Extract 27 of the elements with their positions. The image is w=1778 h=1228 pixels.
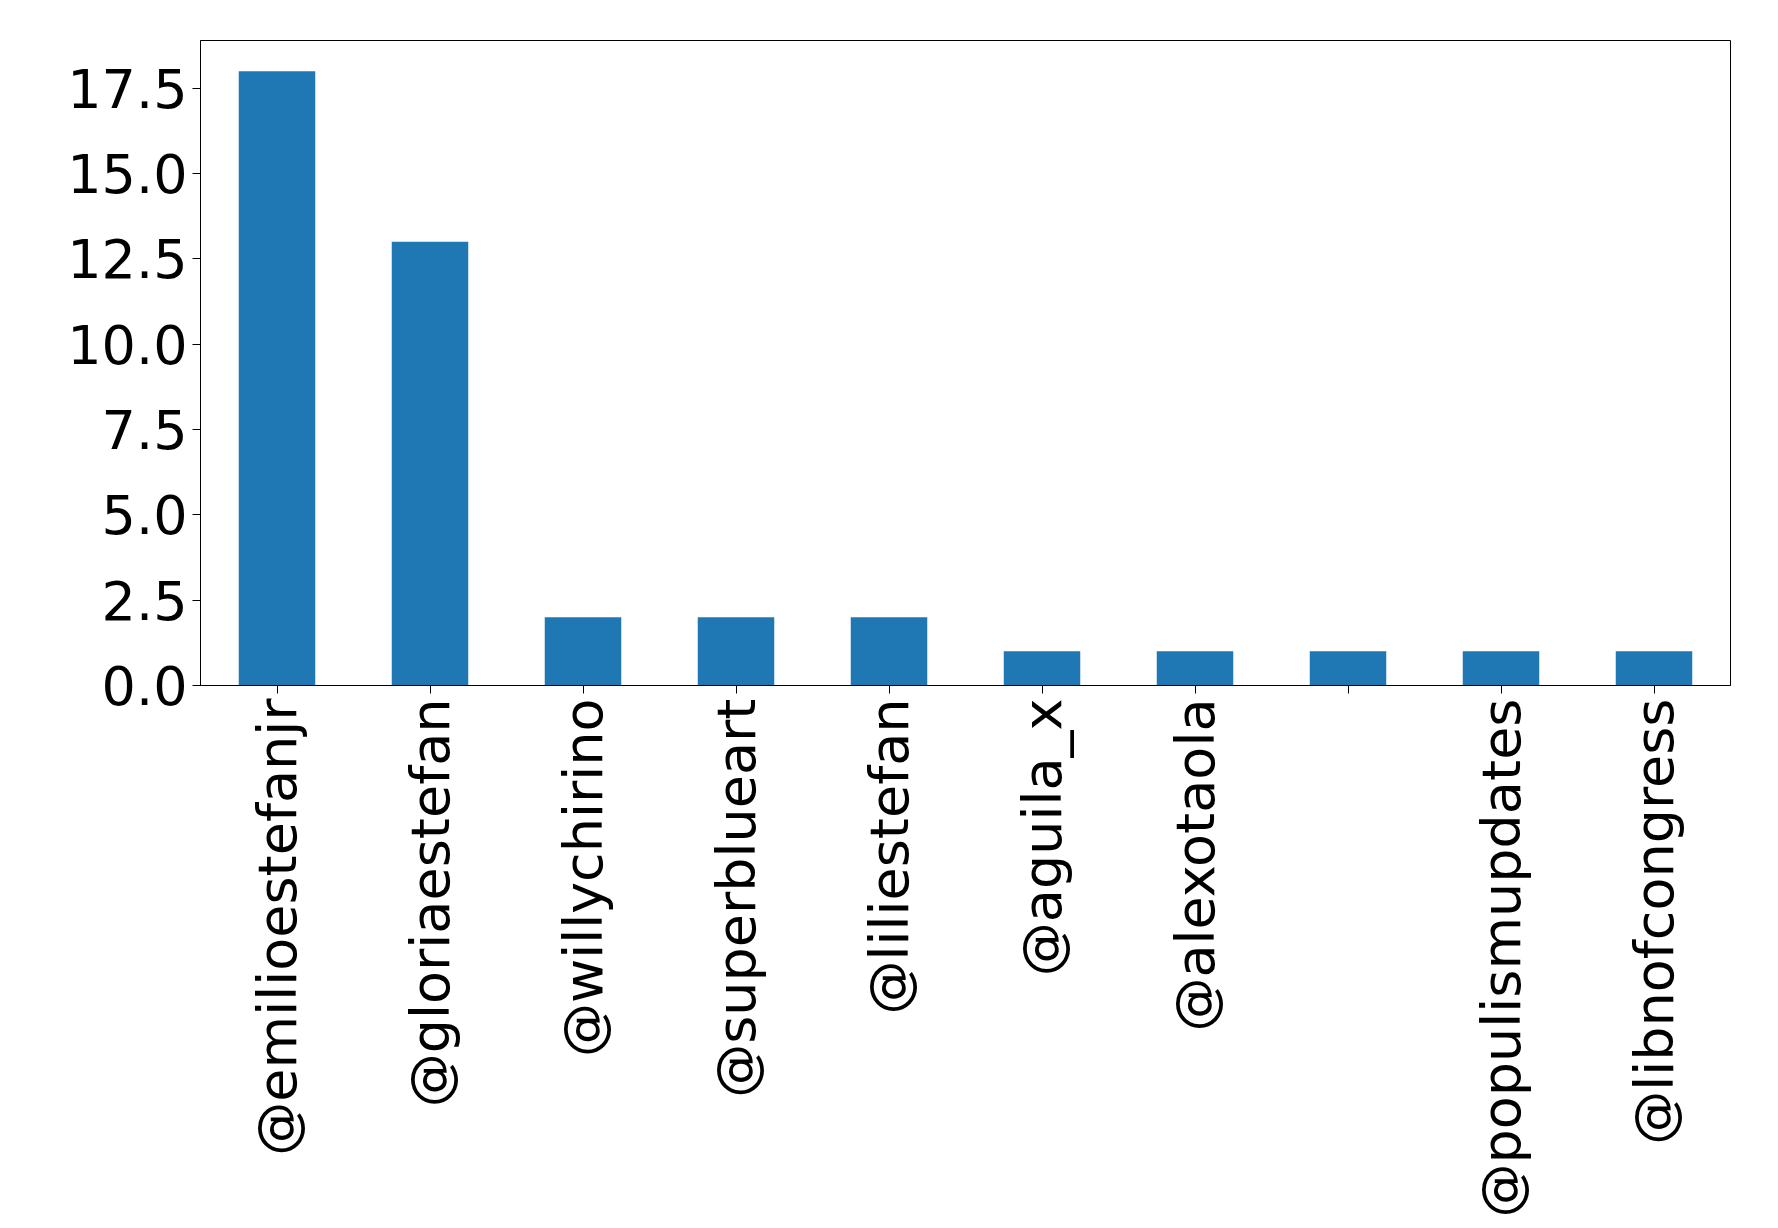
bar [1003, 651, 1081, 686]
bar [1156, 651, 1234, 686]
bar [391, 241, 469, 686]
bar [1309, 651, 1387, 686]
y-tick-label: 2.5 [101, 569, 188, 633]
y-tick-label: 0.0 [101, 655, 188, 718]
bar [850, 617, 928, 686]
x-tick-label: @willychirino [551, 698, 615, 1058]
bar [238, 71, 316, 686]
y-tick-label: 7.5 [101, 399, 188, 463]
y-tick-label: 15.0 [67, 143, 188, 207]
y-tick-label: 5.0 [101, 484, 188, 548]
x-tick-label: @superblueart [704, 698, 768, 1098]
x-tick-label: @emilioestefanjr [245, 697, 309, 1156]
x-tick-label: @liliestefan [857, 698, 921, 1015]
bar [544, 617, 622, 686]
y-tick-label: 17.5 [67, 57, 188, 121]
bar [1615, 651, 1693, 686]
x-tick-label: @populismupdates [1469, 698, 1533, 1218]
x-tick-label: @gloriaestefan [398, 698, 462, 1108]
x-tick-label: @aguila_x [1010, 698, 1074, 977]
y-tick-label: 10.0 [67, 313, 188, 377]
y-tick-label: 12.5 [67, 228, 188, 292]
bar [697, 617, 775, 686]
bar [1462, 651, 1540, 686]
x-tick-label: @alexotaola [1163, 698, 1227, 1032]
x-tick-label: @libnofcongress [1622, 698, 1686, 1145]
